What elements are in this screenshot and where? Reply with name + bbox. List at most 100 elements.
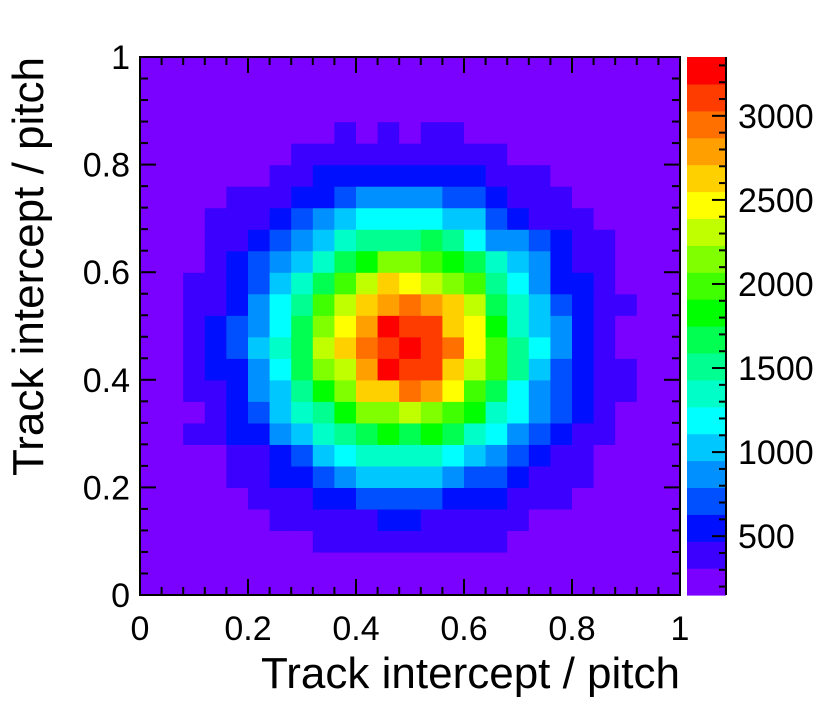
colorbar-segment	[687, 487, 726, 515]
heatmap-cell	[550, 358, 573, 381]
heatmap-cell	[248, 336, 271, 359]
y-axis-ticks: 0 0.2 0.4 0.6 0.8 1	[83, 39, 680, 615]
heatmap-cell	[334, 465, 357, 488]
x-tick-label: 0.8	[548, 610, 595, 648]
heatmap-cell	[226, 164, 249, 187]
colorbar-segment	[687, 326, 726, 354]
heatmap-cell	[399, 315, 422, 338]
heatmap-cell	[593, 508, 616, 532]
heatmap-cell	[226, 229, 249, 252]
heatmap-cell	[593, 143, 616, 166]
heatmap-cell	[377, 121, 400, 144]
heatmap-cell	[248, 573, 271, 596]
heatmap-cell	[593, 207, 616, 230]
heatmap-cell	[183, 379, 206, 402]
heatmap-cell	[593, 422, 616, 445]
heatmap-cell	[226, 250, 249, 273]
heatmap-cell	[377, 143, 400, 166]
heatmap-cell	[658, 250, 681, 273]
heatmap-cell	[658, 78, 681, 101]
heatmap-cell	[485, 207, 508, 230]
heatmap-cell	[507, 444, 530, 467]
heatmap-cell	[399, 379, 422, 402]
heatmap-cell	[183, 551, 206, 575]
heatmap-cell	[507, 293, 530, 316]
heatmap-cell	[377, 444, 400, 467]
heatmap-cell	[377, 272, 400, 295]
heatmap-cell	[183, 315, 206, 338]
heatmap-cell	[334, 100, 357, 123]
heatmap-cell	[615, 229, 638, 252]
heatmap-cell	[636, 573, 659, 596]
heatmap-cell	[356, 465, 379, 488]
heatmap-cell	[550, 250, 573, 273]
heatmap-cell	[658, 487, 681, 510]
heatmap-cell	[485, 57, 508, 80]
heatmap-cell	[572, 186, 595, 209]
heatmap-cell	[485, 379, 508, 402]
heatmap-cell	[550, 573, 573, 596]
heatmap-cell	[572, 336, 595, 359]
heatmap-cell	[161, 315, 184, 338]
heatmap-cell	[464, 444, 487, 467]
heatmap-cell	[507, 57, 530, 80]
heatmap-cell	[615, 530, 638, 553]
heatmap-cell	[334, 422, 357, 445]
heatmap-cell	[183, 272, 206, 295]
heatmap-cell	[269, 293, 292, 316]
heatmap-cell	[226, 487, 249, 510]
heatmap-cell	[420, 422, 443, 445]
heatmap-cell	[485, 121, 508, 144]
heatmap-cell	[291, 465, 314, 488]
heatmap-cell	[485, 336, 508, 359]
heatmap-cell	[615, 121, 638, 144]
heatmap-cell	[399, 143, 422, 166]
heatmap-cell	[204, 250, 227, 273]
heatmap-cell	[269, 315, 292, 338]
heatmap-cell	[377, 530, 400, 553]
heatmap-cell	[226, 508, 249, 532]
heatmap-cell	[464, 465, 487, 488]
heatmap-cell	[161, 444, 184, 467]
heatmap-cell	[161, 551, 184, 575]
heatmap-cell	[485, 250, 508, 273]
heatmap-cell	[183, 422, 206, 445]
heatmap-cell	[528, 573, 551, 596]
colorbar-segment	[687, 406, 726, 435]
heatmap-cell	[442, 573, 465, 596]
heatmap-cell	[269, 186, 292, 209]
heatmap-cell	[442, 186, 465, 209]
heatmap-cell	[615, 186, 638, 209]
x-axis-ticks: 0 0.2 0.4 0.6 0.8 1	[131, 57, 689, 648]
heatmap-cell	[593, 444, 616, 467]
heatmap-cell	[442, 551, 465, 575]
heatmap-cell	[161, 143, 184, 166]
heatmap-cell	[615, 465, 638, 488]
heatmap-cell	[615, 272, 638, 295]
heatmap-cell	[485, 143, 508, 166]
heatmap-cell	[312, 57, 335, 80]
heatmap-cell	[442, 422, 465, 445]
heatmap-cell	[658, 57, 681, 80]
heatmap-cell	[464, 530, 487, 553]
colorbar-segment	[687, 83, 726, 112]
heatmap-cell	[377, 551, 400, 575]
heatmap-cell	[226, 358, 249, 381]
heatmap-cell	[399, 78, 422, 101]
heatmap-cell	[334, 186, 357, 209]
heatmap-cell	[593, 293, 616, 316]
heatmap-cell	[399, 508, 422, 532]
heatmap-cell	[485, 164, 508, 187]
heatmap-cell	[658, 121, 681, 144]
colorbar-tick-label: 2000	[738, 266, 814, 304]
heatmap-cell	[291, 487, 314, 510]
heatmap-cell	[442, 379, 465, 402]
heatmap-cell	[399, 164, 422, 187]
heatmap-cell	[528, 487, 551, 510]
heatmap-cell	[226, 336, 249, 359]
heatmap-cell	[204, 315, 227, 338]
heatmap-cell	[140, 379, 163, 402]
heatmap-cell	[658, 573, 681, 596]
heatmap-cell	[442, 207, 465, 230]
heatmap-cell	[269, 57, 292, 80]
